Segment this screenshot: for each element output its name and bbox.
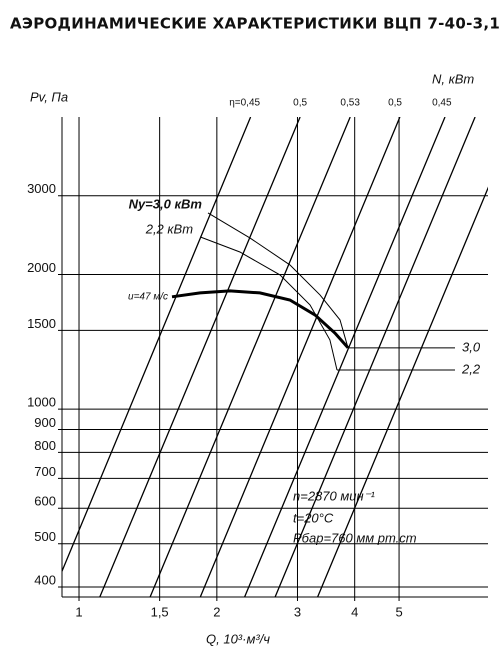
x-tick-label: 5 (395, 604, 402, 619)
chart-title: АЭРОДИНАМИЧЕСКИЕ ХАРАКТЕРИСТИКИ ВЦП 7-40… (10, 15, 499, 33)
y-tick-label: 800 (34, 438, 56, 453)
efficiency-line (149, 117, 351, 597)
efficiency-line (274, 117, 476, 597)
efficiency-line (317, 186, 488, 597)
y-tick-label: 400 (34, 572, 56, 587)
efficiency-label: 0,53 (340, 98, 360, 109)
efficiency-line (99, 117, 301, 597)
curve-label: Ny=3,0 кВт (129, 196, 203, 211)
efficiency-line (244, 117, 446, 597)
x-axis-label: Q, 10³·м³/ч (206, 631, 270, 646)
power-label: 2,2 (461, 361, 481, 376)
y-tick-label: 600 (34, 494, 56, 509)
y-tick-label: 700 (34, 464, 56, 479)
efficiency-line (62, 117, 252, 573)
x-tick-label: 1,5 (151, 604, 169, 619)
y-tick-label: 2000 (27, 260, 56, 275)
curve-label: u=47 м/с (128, 291, 168, 302)
y-tick-label: 500 (34, 529, 56, 544)
efficiency-line (199, 117, 401, 597)
x-tick-label: 1 (75, 604, 82, 619)
x-tick-label: 4 (351, 604, 358, 619)
curve (199, 236, 338, 371)
y2-axis-label: N, кВт (432, 71, 474, 86)
y-tick-label: 1000 (27, 395, 56, 410)
note: n=2870 мин⁻¹ (293, 488, 376, 503)
efficiency-label: η=0,45 (229, 98, 260, 109)
y-tick-label: 3000 (27, 181, 56, 196)
y-tick-label: 900 (34, 415, 56, 430)
y-axis-label: Pv, Па (30, 89, 68, 104)
plot-area (62, 117, 488, 597)
note: t=20°C (293, 510, 334, 525)
efficiency-label: 0,5 (293, 98, 307, 109)
y-tick-label: 1500 (27, 316, 56, 331)
efficiency-label: 0,45 (432, 98, 452, 109)
curve (171, 289, 350, 349)
power-label: 3,0 (462, 339, 481, 354)
x-tick-label: 3 (294, 604, 301, 619)
x-tick-label: 2 (213, 604, 220, 619)
curve (207, 212, 349, 348)
efficiency-label: 0,5 (388, 98, 402, 109)
curve-label: 2,2 кВт (145, 221, 193, 236)
